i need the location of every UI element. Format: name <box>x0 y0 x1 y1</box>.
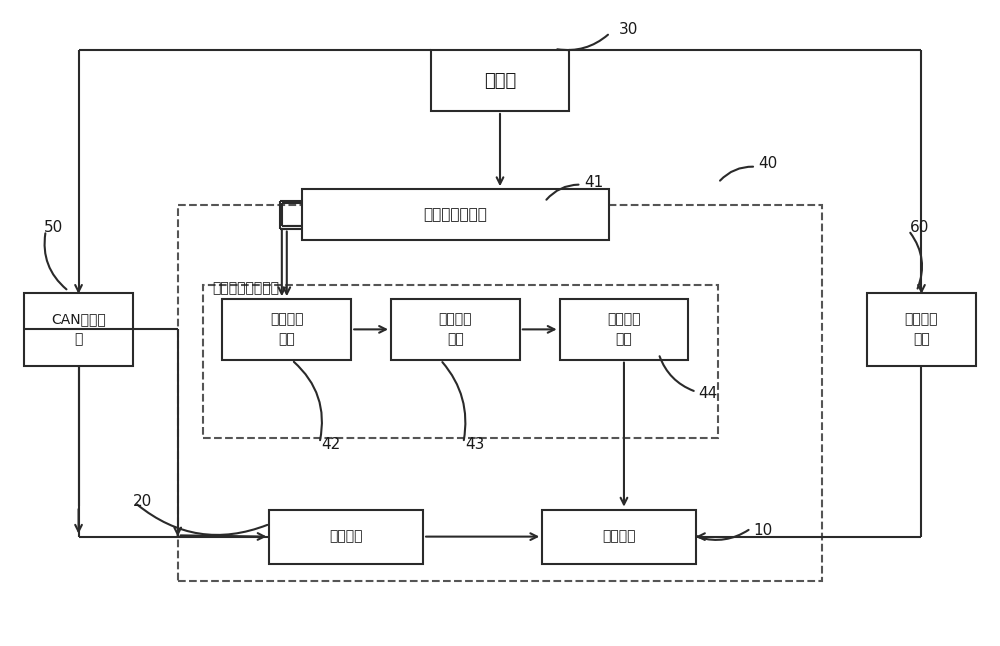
Text: 50: 50 <box>44 220 63 235</box>
Bar <box>302 189 609 240</box>
Text: CAN通讯板
卡: CAN通讯板 卡 <box>51 313 106 346</box>
Text: 40: 40 <box>758 156 777 171</box>
Text: 44: 44 <box>698 386 718 401</box>
Text: 标准样件: 标准样件 <box>330 530 363 544</box>
Text: 30: 30 <box>619 22 638 37</box>
Text: 电源控制
模块: 电源控制 模块 <box>905 313 938 346</box>
Bar <box>431 50 569 111</box>
Bar <box>24 293 133 366</box>
Text: 单体电压仿真模块: 单体电压仿真模块 <box>212 281 279 295</box>
Bar <box>542 510 696 564</box>
Text: 43: 43 <box>465 437 485 452</box>
Text: 信号调理
电路: 信号调理 电路 <box>439 313 472 346</box>
Text: 上位机: 上位机 <box>484 72 516 90</box>
Bar <box>222 299 351 360</box>
Text: 42: 42 <box>322 437 341 452</box>
Text: 41: 41 <box>584 175 604 190</box>
Bar <box>867 293 976 366</box>
Bar <box>178 205 822 581</box>
Text: 信号隔离
电路: 信号隔离 电路 <box>270 313 304 346</box>
Bar <box>269 510 423 564</box>
Bar <box>203 285 718 438</box>
Text: 20: 20 <box>133 494 152 509</box>
Text: 模拟量输出板卡: 模拟量输出板卡 <box>423 207 487 222</box>
Text: 60: 60 <box>910 220 929 235</box>
Bar <box>391 299 520 360</box>
Text: 信号增强
电路: 信号增强 电路 <box>607 313 641 346</box>
Text: 测试治具: 测试治具 <box>602 530 636 544</box>
Bar <box>560 299 688 360</box>
Text: 10: 10 <box>753 523 772 537</box>
